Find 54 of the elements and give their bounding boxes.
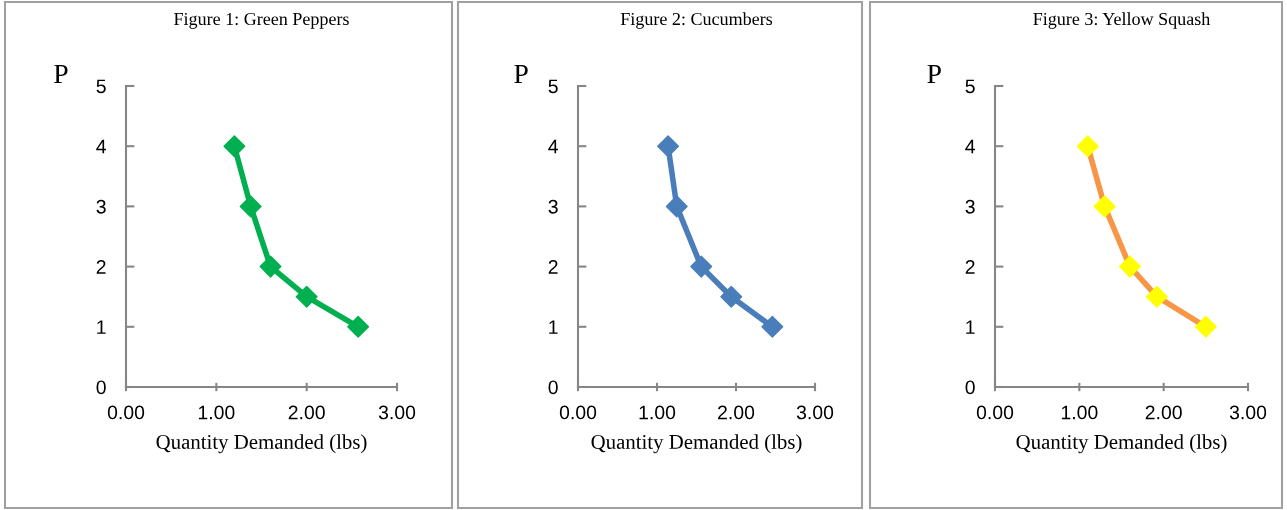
y-tick-label: 5: [965, 79, 975, 94]
y-tick-label: 4: [548, 139, 558, 154]
x-tick-label: 2.00: [288, 405, 325, 420]
y-tick-label: 3: [548, 199, 558, 214]
point: [347, 315, 370, 338]
point: [1076, 135, 1099, 158]
point: [690, 255, 713, 278]
x-tick-label: 1.00: [198, 405, 235, 420]
x-axis-title: Quantity Demanded (lbs): [591, 434, 802, 454]
x-axis-title: Quantity Demanded (lbs): [1016, 434, 1227, 454]
x-tick-label: 2.00: [1145, 405, 1182, 420]
y-tick-label: 1: [549, 320, 558, 334]
point: [1194, 315, 1217, 338]
y-tick-label: 3: [96, 199, 106, 214]
point: [239, 195, 262, 218]
y-tick-label: 4: [965, 139, 975, 154]
y-tick-label: 5: [96, 79, 106, 94]
chart-title: Figure 1: Green Peppers: [174, 12, 349, 29]
y-tick-label: 2: [548, 260, 558, 274]
y-tick-label: 5: [548, 79, 558, 94]
y-axis-title: P: [514, 64, 528, 84]
point: [1093, 195, 1116, 218]
point: [1118, 255, 1141, 278]
y-tick-label: 2: [96, 260, 106, 274]
chart-title: Figure 3: Yellow Squash: [1033, 12, 1211, 29]
point: [259, 255, 282, 278]
x-tick-label: 0.00: [107, 405, 145, 420]
x-tick-label: 2.00: [718, 405, 755, 420]
point: [295, 285, 318, 308]
point: [1145, 285, 1168, 308]
point: [761, 315, 784, 338]
y-tick-label: 0: [548, 380, 558, 395]
x-tick-label: 3.00: [378, 405, 416, 420]
x-tick-label: 3.00: [796, 405, 834, 420]
x-tick-label: 3.00: [1229, 405, 1267, 420]
point: [720, 285, 743, 308]
y-axis-title: P: [927, 64, 941, 84]
y-tick-label: 0: [96, 380, 106, 395]
x-tick-label: 1.00: [1061, 405, 1098, 420]
y-tick-label: 0: [965, 380, 975, 395]
y-tick-label: 1: [97, 320, 106, 334]
point: [665, 195, 688, 218]
point: [657, 135, 680, 158]
point: [223, 135, 246, 158]
y-tick-label: 2: [965, 260, 975, 274]
y-axis-title: P: [54, 64, 68, 84]
chart-title: Figure 2: Cucumbers: [620, 12, 773, 29]
x-axis-title: Quantity Demanded (lbs): [156, 434, 367, 454]
y-tick-label: 1: [966, 320, 975, 334]
x-tick-label: 0.00: [559, 405, 597, 420]
x-tick-label: 1.00: [639, 405, 676, 420]
y-tick-label: 3: [965, 199, 975, 214]
x-tick-label: 0.00: [976, 405, 1014, 420]
y-tick-label: 4: [96, 139, 106, 154]
